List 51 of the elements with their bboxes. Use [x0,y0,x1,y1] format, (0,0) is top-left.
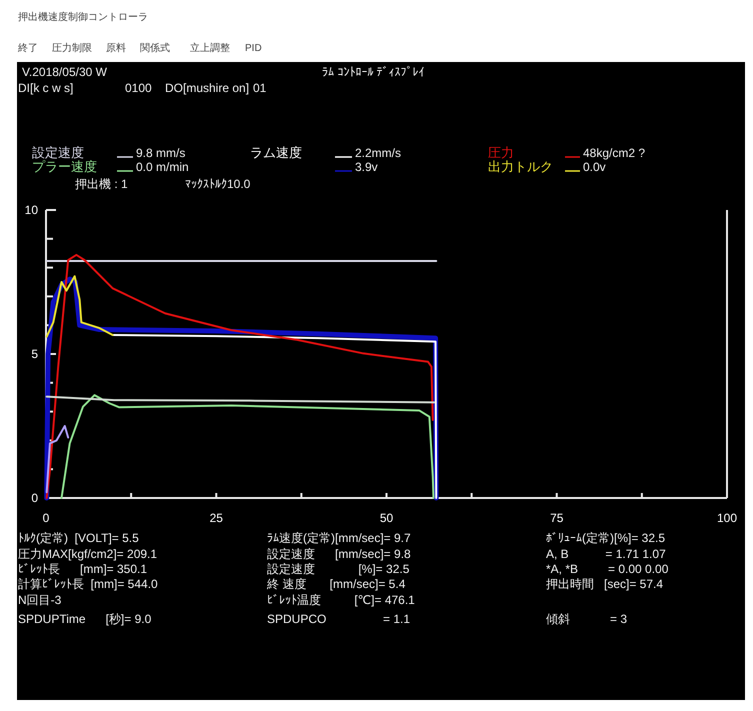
annotation: 設定速度 [%]= 32.5 [267,562,410,576]
annotation: SPDUPTime [秒]= 9.0 [18,612,152,626]
annotation: 9.8 mm/s [136,146,186,160]
xtick: 50 [380,511,394,525]
legend-label: ラム速度 [250,145,302,160]
xtick: 25 [210,511,223,525]
annotation: 立上調整 [190,43,230,54]
annotation: DO[mushire on] [165,81,250,95]
legend-label: 出力トルク [488,159,553,174]
annotation: PID [245,43,262,54]
annotation: ﾏｯｸｽﾄﾙｸ10.0 [185,177,250,191]
annotation: 終了 [18,43,38,54]
legend-label: 設定速度 [32,145,84,160]
xtick: 75 [550,511,564,525]
annotation: ﾄﾙｸ(定常) [VOLT]= 5.5 [18,531,139,545]
title: 押出機速度制御コントローラ [18,12,148,23]
annotation: 押出時間 [sec]= 57.4 [546,577,664,591]
annotation: SPDUPCO = 1.1 [267,612,410,626]
annotation: 押出機 : 1 [75,177,128,191]
xtick: 0 [42,511,50,525]
annotation: ﾗﾑ速度(定常)[mm/sec]= 9.7 [267,531,411,545]
annotation: ﾗﾑ ｺﾝﾄﾛｰﾙ ﾃﾞｨｽﾌﾟﾚｲ [322,65,425,79]
annotation: A, B = 1.71 1.07 [546,547,666,561]
annotation: N回目-3 [18,593,62,607]
annotation: 計算ﾋﾞﾚｯﾄ長 [mm]= 544.0 [18,577,158,591]
annotation: 関係式 [140,43,170,54]
annotation: *A, *B = 0.00 0.00 [546,562,668,576]
ytick: 0 [31,491,38,505]
annotation: ﾋﾞﾚｯﾄ長 [mm]= 350.1 [18,562,148,576]
annotation: 0.0 m/min [136,160,189,174]
legend-label: 圧力 [488,145,514,160]
annotation: 0100 [125,81,152,95]
annotation: 圧力MAX[kgf/cm2]= 209.1 [18,547,158,561]
annotation: 設定速度 [mm/sec]= 9.8 [267,547,411,561]
xtick: 100 [716,511,738,525]
ytick: 5 [31,347,38,361]
annotation: 傾斜 = 3 [546,612,628,626]
annotation: 圧力制限 [52,43,92,54]
legend-label: プラー速度 [32,159,97,174]
annotation: 0.0v [583,160,606,174]
annotation: V.2018/05/30 W [22,65,107,79]
annotation: 原料 [106,43,126,54]
annotation: 48kg/cm2 ? [583,146,646,160]
annotation: 01 [253,81,266,95]
annotation: ﾋﾞﾚｯﾄ温度 [℃]= 476.1 [267,593,415,607]
annotation: 終 速度 [mm/sec]= 5.4 [267,577,406,591]
annotation: DI[k c w s] [18,81,74,95]
ytick: 10 [24,203,38,217]
annotation: 2.2mm/s [355,146,402,160]
annotation: ﾎﾞﾘｭｰﾑ(定常)[%]= 32.5 [546,531,666,545]
annotation: 3.9v [355,160,378,174]
